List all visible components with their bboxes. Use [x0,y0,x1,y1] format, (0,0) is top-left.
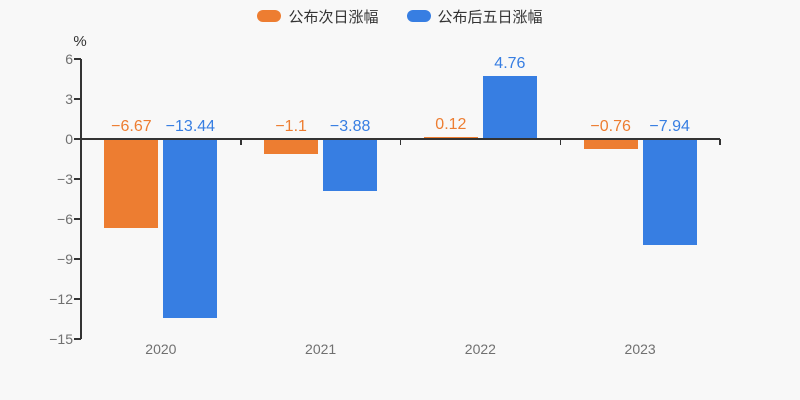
value-label-2020-series1: −6.67 [111,118,152,135]
value-label-2023-series2: −7.94 [649,118,690,135]
y-axis-tick [74,98,81,100]
y-axis-tick-label: −12 [49,291,73,307]
value-label-2021-series2: −3.88 [329,118,371,135]
legend-item-next-day-change[interactable]: 公布次日涨幅 [257,6,379,27]
legend-swatch-next-day-change [257,10,282,22]
value-label-2023-series1: −0.76 [590,118,631,135]
legend-label-five-day-change: 公布后五日涨幅 [437,8,543,26]
x-category-label-2022: 2022 [464,341,496,357]
y-axis-tick [74,218,81,220]
legend-swatch-five-day-change [406,10,431,22]
y-axis-tick-label: −9 [57,251,73,267]
y-axis-tick-label: 0 [65,131,73,147]
y-axis-line [80,59,82,339]
bar-2020-series2[interactable] [163,139,218,319]
legend: 公布次日涨幅 公布后五日涨幅 [0,6,800,26]
value-label-2022-series1: 0.12 [435,116,467,134]
y-axis-unit-label: % [73,33,87,50]
y-axis-tick-label: −15 [49,331,73,347]
y-axis-tick [74,258,81,260]
x-axis-tick [559,139,561,145]
bar-2023-series2[interactable] [642,139,697,245]
bar-2020-series1[interactable] [104,139,159,228]
y-axis-tick-label: 3 [65,91,73,107]
y-axis-tick [74,58,81,60]
y-axis-tick-label: −3 [57,171,73,187]
y-axis-tick [74,338,81,340]
x-axis-tick [719,139,721,145]
y-axis-tick [74,138,81,140]
x-axis-tick [240,139,242,145]
y-axis-tick [74,178,81,180]
bar-2022-series2[interactable] [482,75,537,139]
y-axis-tick [74,298,81,300]
legend-item-five-day-change[interactable]: 公布后五日涨幅 [406,6,543,27]
value-label-2022-series2: 4.76 [494,54,526,72]
value-label-2020-series2: −13.44 [165,118,216,135]
bar-2021-series1[interactable] [264,139,319,154]
legend-label-next-day-change: 公布次日涨幅 [288,8,379,26]
bar-2023-series1[interactable] [583,139,638,150]
value-label-2021-series1: −1.1 [275,118,307,135]
x-category-label-2020: 2020 [145,341,177,357]
y-axis-tick-label: 6 [65,51,73,67]
x-category-label-2021: 2021 [305,341,337,357]
bar-2021-series2[interactable] [323,139,378,191]
y-axis-tick-label: −6 [57,211,73,227]
x-axis-tick [399,139,402,145]
x-category-label-2023: 2023 [624,341,656,357]
